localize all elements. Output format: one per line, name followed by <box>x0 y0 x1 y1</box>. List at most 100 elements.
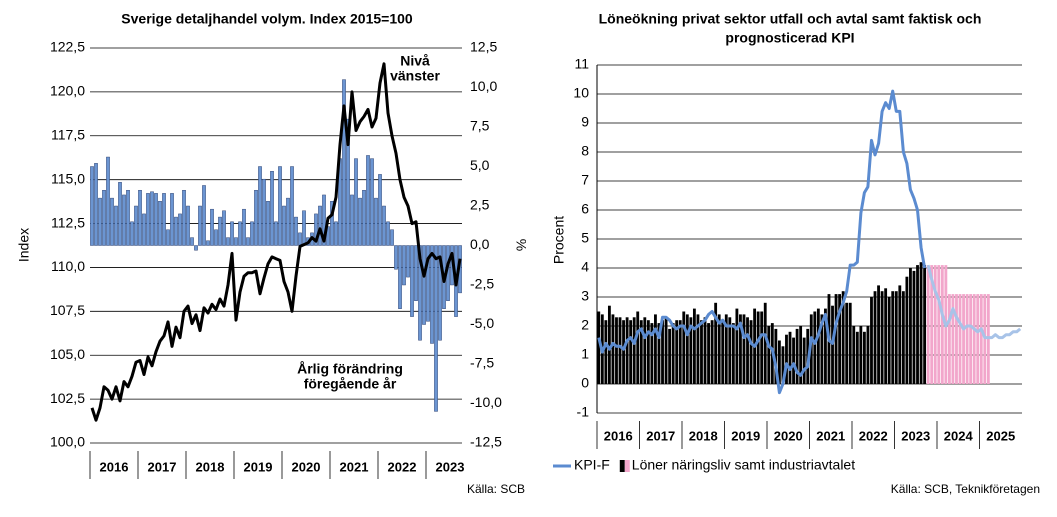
bar <box>785 334 788 384</box>
x-tick-label: 2024 <box>944 428 974 443</box>
chart-title: Sverige detaljhandel volym. Index 2015=1… <box>121 11 413 27</box>
bar <box>696 314 700 384</box>
bar <box>671 323 675 384</box>
bar <box>186 205 190 246</box>
bar <box>410 245 414 317</box>
y2-axis-label: % <box>513 239 529 251</box>
bar <box>965 294 969 384</box>
bar <box>894 291 898 384</box>
bar <box>962 294 965 384</box>
bar <box>398 245 402 309</box>
bar <box>763 302 767 384</box>
bar <box>302 210 306 246</box>
x-tick-label: 2017 <box>646 428 675 443</box>
bar <box>270 171 274 246</box>
bar <box>604 320 608 384</box>
bar <box>816 308 820 384</box>
bar <box>824 308 827 384</box>
bar <box>254 189 258 246</box>
bar <box>862 331 866 384</box>
bar <box>746 317 749 384</box>
y-tick-label: 3 <box>581 288 589 304</box>
bar <box>350 194 354 246</box>
y-tick-label: 7,5 <box>470 118 490 134</box>
bar <box>130 221 134 246</box>
bar <box>142 213 146 246</box>
x-tick-label: 2018 <box>689 428 718 443</box>
bar <box>955 294 958 384</box>
bar <box>717 314 721 384</box>
y-tick-label: 10 <box>573 85 589 101</box>
bar <box>234 237 238 246</box>
y-tick-label: -2,5 <box>470 276 494 292</box>
y-tick-label: 112,5 <box>51 214 85 230</box>
annotation: föregående år <box>304 376 397 392</box>
y-tick-label: 8 <box>581 143 589 159</box>
y-tick-label: 2,5 <box>470 197 490 213</box>
y-tick-label: -5,0 <box>470 315 494 331</box>
bar <box>222 210 226 246</box>
y-axis-label: Index <box>16 228 32 262</box>
bar <box>813 311 817 384</box>
bar <box>146 193 150 246</box>
bar <box>162 193 166 246</box>
bar <box>194 245 198 251</box>
bar <box>134 205 138 246</box>
bar <box>685 314 689 384</box>
bar <box>390 229 394 246</box>
bar <box>218 216 222 246</box>
y-tick-label: 7 <box>581 172 589 188</box>
bar <box>250 221 254 246</box>
x-tick-label: 2020 <box>774 428 803 443</box>
bar <box>852 326 856 384</box>
bar <box>820 314 824 384</box>
bar <box>158 201 162 246</box>
bar <box>238 221 242 246</box>
bar <box>110 197 114 246</box>
bar <box>625 317 629 384</box>
bar <box>909 268 912 384</box>
annotation: vänster <box>390 68 440 84</box>
bar <box>760 311 764 384</box>
bar <box>394 245 398 270</box>
bar <box>114 205 118 246</box>
bar <box>958 294 962 384</box>
bar <box>90 166 94 246</box>
x-tick-label: 2025 <box>986 428 1015 443</box>
bar <box>434 245 438 412</box>
bar <box>374 197 378 246</box>
bar <box>597 311 601 384</box>
bar <box>742 314 746 384</box>
bar <box>226 237 230 246</box>
x-tick-label: 2018 <box>196 459 225 474</box>
bar <box>426 245 430 322</box>
y-tick-label: 11 <box>574 56 589 72</box>
bar <box>884 288 888 384</box>
bar <box>378 174 382 246</box>
bar <box>923 265 927 384</box>
y-tick-label: 122,5 <box>50 39 85 55</box>
bar <box>792 337 795 384</box>
bar <box>728 317 732 384</box>
bar <box>230 221 234 246</box>
y-tick-label: 120,0 <box>50 83 85 99</box>
bar <box>242 208 246 246</box>
bar <box>646 320 650 384</box>
bar <box>880 291 884 384</box>
bar <box>682 311 686 384</box>
bar <box>951 294 955 384</box>
legend-label: KPI-F <box>574 457 610 473</box>
y-tick-label: 0,0 <box>470 236 490 252</box>
bar <box>802 337 806 384</box>
bar <box>102 189 106 246</box>
bar <box>714 302 718 384</box>
x-tick-label: 2023 <box>901 428 930 443</box>
x-tick-label: 2016 <box>604 428 633 443</box>
y-axis-label: Procent <box>551 216 567 264</box>
bar <box>406 245 410 278</box>
bar <box>710 320 714 384</box>
bar <box>834 294 838 384</box>
bar <box>845 302 849 384</box>
y-tick-label: 10,0 <box>470 78 497 94</box>
bar <box>930 265 934 384</box>
